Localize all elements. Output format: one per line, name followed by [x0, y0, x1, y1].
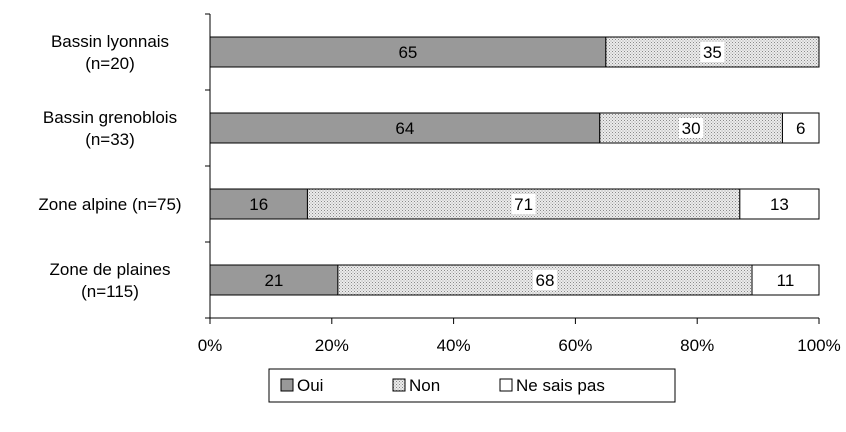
- data-label: 13: [770, 195, 789, 214]
- data-label: 71: [514, 195, 533, 214]
- data-label: 35: [703, 43, 722, 62]
- category-label: (n=20): [85, 54, 135, 73]
- legend-label: Oui: [297, 376, 323, 395]
- x-tick-label: 100%: [797, 336, 840, 355]
- data-label: 11: [777, 271, 795, 290]
- data-label-bg: [511, 194, 536, 214]
- legend-swatch: [392, 378, 406, 392]
- category-label: Zone alpine (n=75): [38, 195, 181, 214]
- bar-segment-oui: [209, 36, 607, 68]
- data-label: 64: [395, 119, 414, 138]
- legend-swatch: [499, 378, 513, 392]
- data-label-bg: [679, 118, 704, 138]
- legend-box: [268, 368, 676, 403]
- data-label-bg: [700, 42, 725, 62]
- bar-segment-ne-sais-pas: [739, 188, 820, 220]
- x-tick-label: 40%: [437, 336, 471, 355]
- chart-labels: 65 35 Bassin lyonnais (n=20) 64 30 6 Bassin gre…: [38, 32, 805, 301]
- x-tick-label: 20%: [315, 336, 349, 355]
- chart-legend: Oui Non Ne sais pas: [268, 368, 676, 403]
- data-label-bg: [532, 270, 557, 290]
- category-label: (n=115): [81, 282, 139, 301]
- legend-swatch: [280, 378, 294, 392]
- data-label: 68: [535, 271, 554, 290]
- data-label: 30: [682, 119, 701, 138]
- bar-segment-ne-sais-pas: [751, 264, 820, 296]
- bar-segment-oui: [209, 112, 601, 144]
- category-label: (n=33): [85, 130, 135, 149]
- bar-segment-oui: [209, 264, 339, 296]
- bar-segment-oui: [209, 188, 308, 220]
- chart-bars: [209, 36, 820, 296]
- legend-label: Non: [409, 376, 440, 395]
- data-label: 16: [249, 195, 268, 214]
- chart-axes: 0% 20% 40% 60% 80% 100%: [198, 13, 841, 355]
- data-label: 65: [398, 43, 417, 62]
- x-tick-label: 0%: [198, 336, 223, 355]
- category-label: Bassin grenoblois: [43, 108, 177, 127]
- x-tick-label: 80%: [680, 336, 714, 355]
- legend-label: Ne sais pas: [516, 376, 605, 395]
- x-tick-label: 60%: [558, 336, 592, 355]
- data-label: 6: [796, 119, 805, 138]
- category-label: Bassin lyonnais: [51, 32, 169, 51]
- data-label: 21: [264, 271, 283, 290]
- category-label: Zone de plaines: [50, 260, 171, 279]
- bar-segment-ne-sais-pas: [781, 112, 820, 144]
